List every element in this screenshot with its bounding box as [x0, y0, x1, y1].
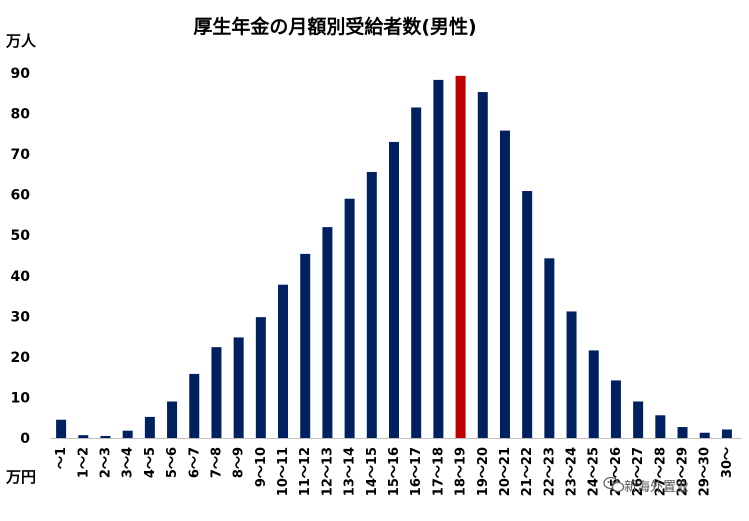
wechat-icon: [603, 476, 625, 493]
x-axis-ticks: ～1 1～2 2～3 3～4 4～5 5～6 6～7 7～8 8～9 9～10 10～11 11～12…: [54, 447, 735, 496]
x-tick-label: 9～10: [254, 447, 269, 487]
y-axis-ticks: 0 10 20 30 40 50 60 70 80 90: [11, 66, 31, 447]
bar-29: [699, 432, 710, 438]
y-tick-label: 60: [11, 188, 31, 204]
x-tick-label: 2～3: [98, 447, 113, 478]
bar-14: [366, 171, 377, 438]
y-tick-label: 0: [20, 431, 30, 447]
x-tick-label: 22～23: [542, 447, 557, 496]
bar-5: [167, 401, 178, 438]
y-tick-label: 40: [11, 269, 31, 285]
x-tick-label: 7～8: [209, 447, 224, 478]
bar-12: [322, 227, 333, 438]
x-tick-label: 1～2: [76, 447, 91, 478]
bar-9: [255, 317, 266, 438]
x-tick-label: ～1: [54, 447, 69, 469]
x-tick-label: 13～14: [343, 447, 358, 496]
x-tick-label: 16～17: [409, 447, 424, 496]
bar-24: [588, 350, 599, 438]
x-tick-label: 11～12: [298, 447, 313, 496]
bar-3: [122, 430, 133, 438]
bars: [56, 75, 732, 439]
y-tick-label: 20: [11, 350, 31, 366]
x-tick-label: 3～4: [121, 447, 136, 478]
bar-2: [100, 435, 111, 438]
bar-19: [477, 92, 488, 439]
x-tick-label: 23～24: [565, 447, 580, 496]
bar-4: [144, 416, 155, 438]
chart-title: 厚生年金の月額別受給者数(男性): [193, 15, 476, 38]
x-tick-label: 15～16: [387, 447, 402, 496]
y-tick-label: 70: [11, 147, 31, 163]
bar-10: [278, 284, 289, 438]
y-tick-label: 80: [11, 107, 31, 123]
x-tick-label: 24～25: [587, 447, 602, 496]
x-tick-label: 5～6: [165, 447, 180, 478]
bar-21: [522, 191, 533, 438]
bar-13: [344, 198, 355, 438]
watermark: 新海外置业: [603, 476, 689, 495]
y-axis-unit-label: 万人: [5, 32, 37, 50]
bar-1: [78, 435, 89, 438]
bar-25: [610, 380, 621, 438]
bar-26: [633, 401, 644, 438]
bar-20: [499, 130, 510, 439]
bar-11: [300, 253, 311, 438]
bar-27: [655, 415, 666, 438]
bar-17: [433, 79, 444, 439]
x-tick-label: 26～27: [631, 447, 646, 496]
x-tick-label: 21～22: [520, 447, 535, 496]
bar-28: [677, 427, 688, 438]
x-tick-label: 30～: [720, 447, 735, 478]
bar-22: [544, 258, 555, 438]
bar-18: [455, 75, 466, 438]
x-axis-unit-label: 万円: [5, 468, 36, 486]
x-tick-label: 6～7: [187, 447, 202, 478]
x-tick-label: 8～9: [232, 447, 247, 478]
x-tick-label: 27～28: [653, 447, 668, 496]
x-tick-label: 28～29: [676, 447, 691, 496]
x-tick-label: 20～21: [498, 447, 513, 496]
x-tick-label: 14～15: [365, 447, 380, 496]
x-tick-label: 19～20: [476, 447, 491, 496]
watermark-text: 新海外置业: [624, 479, 689, 495]
y-tick-label: 50: [11, 228, 31, 244]
bar-0: [56, 419, 67, 438]
bar-15: [389, 141, 399, 438]
bar-6: [189, 373, 200, 438]
x-tick-label: 12～13: [320, 447, 335, 496]
x-tick-label: 4～5: [143, 447, 158, 478]
y-tick-label: 30: [11, 309, 31, 325]
y-tick-label: 10: [11, 390, 31, 406]
bar-23: [566, 311, 577, 438]
bar-16: [411, 107, 422, 438]
x-tick-label: 18～19: [454, 447, 469, 496]
x-tick-label: 10～11: [276, 447, 291, 496]
bar-30: [721, 429, 732, 438]
x-tick-label: 17～18: [431, 447, 446, 496]
x-tick-label: 29～30: [698, 447, 713, 496]
y-tick-label: 90: [11, 66, 31, 82]
bar-7: [211, 347, 222, 438]
bar-8: [233, 337, 244, 438]
